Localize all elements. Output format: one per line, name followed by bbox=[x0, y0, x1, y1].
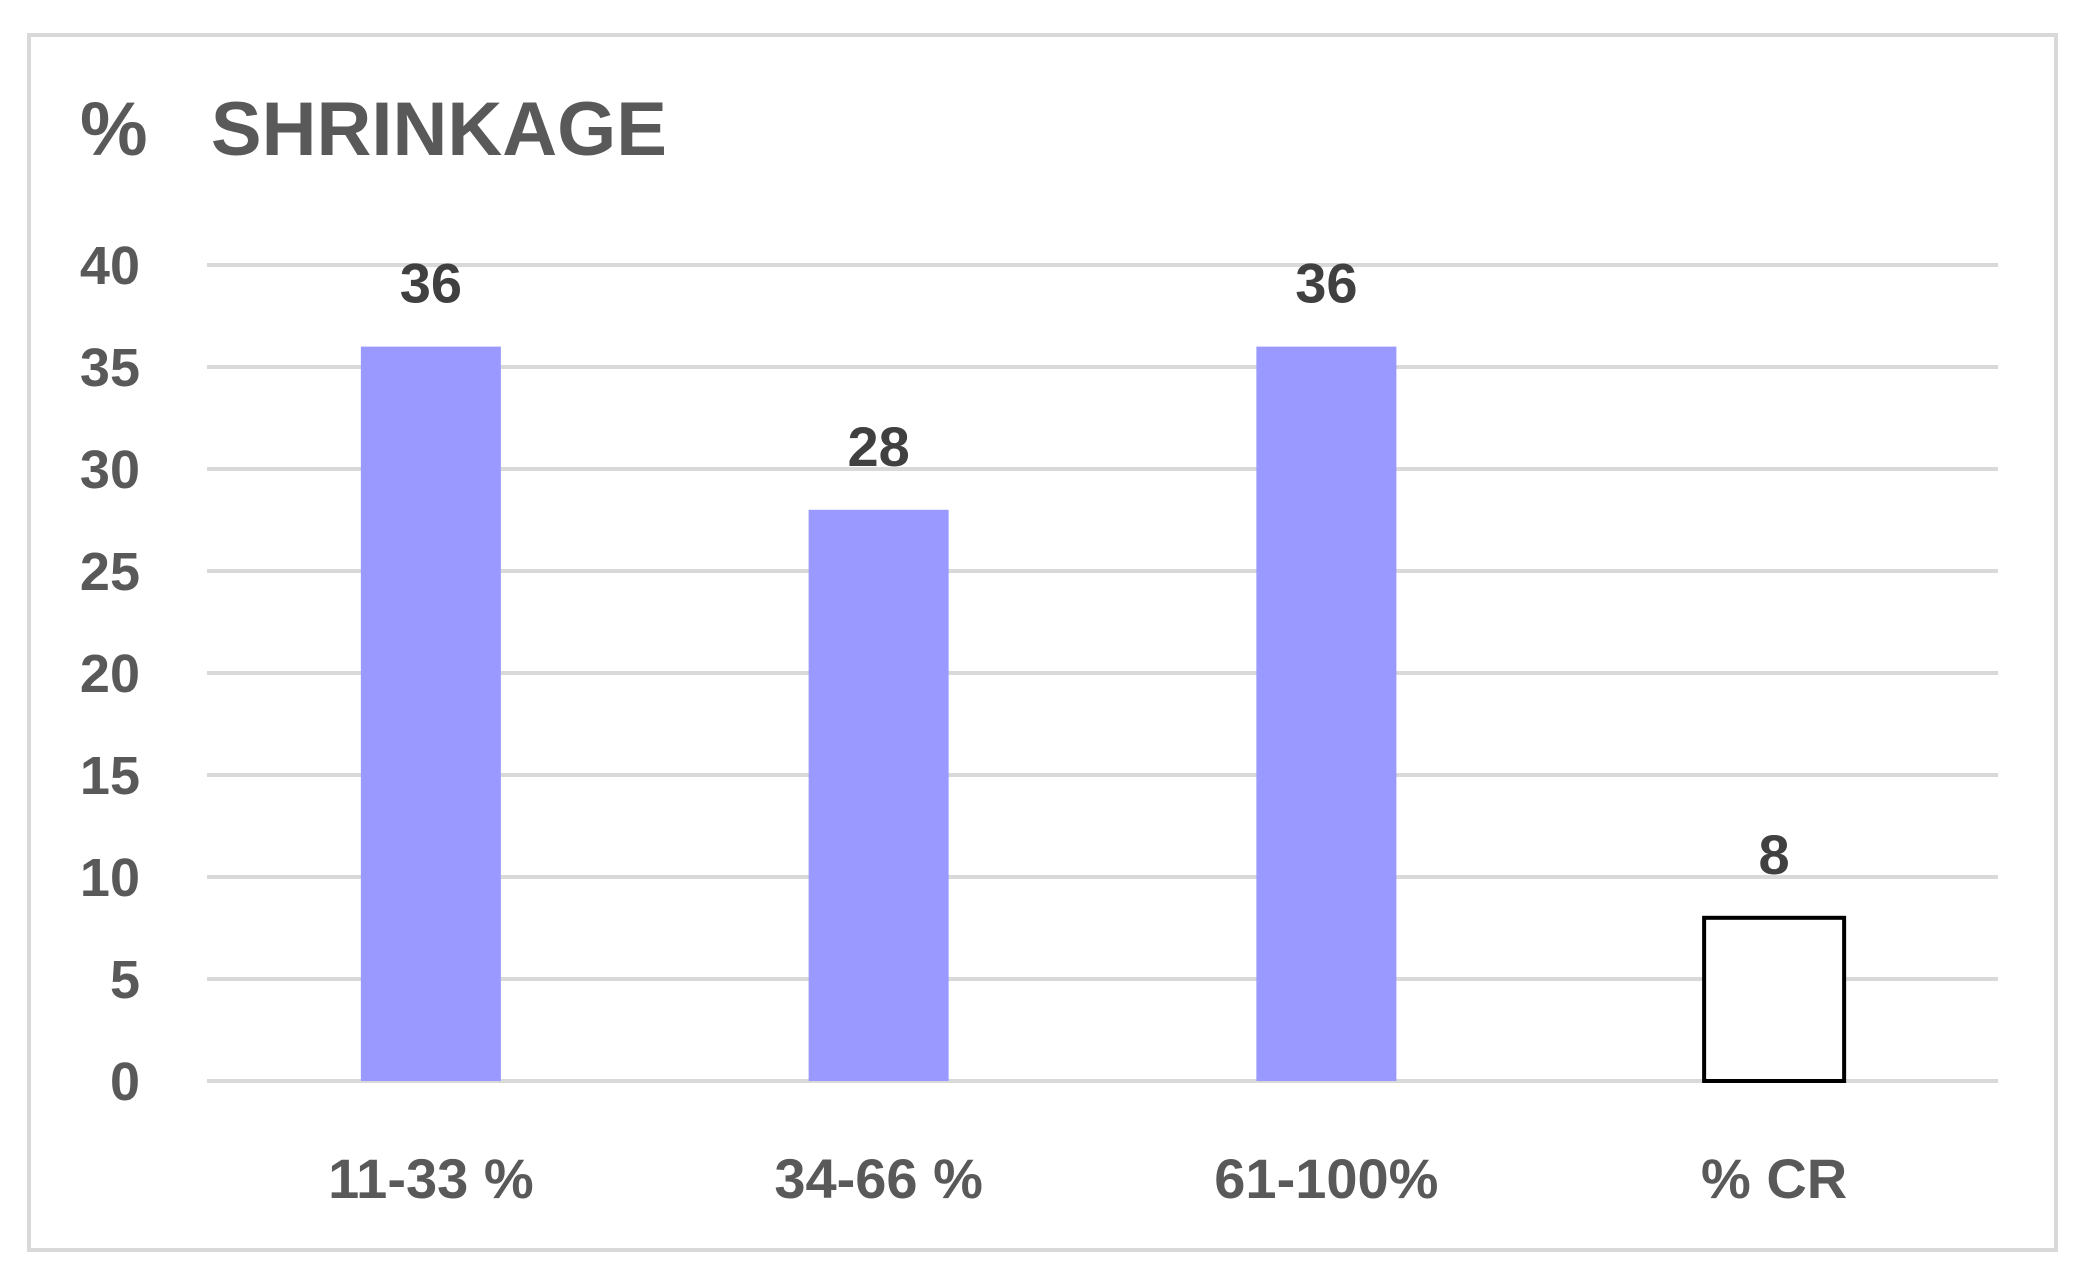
data-label: 36 bbox=[1295, 252, 1357, 315]
x-category-label: 34-66 % bbox=[774, 1147, 983, 1210]
bar bbox=[1702, 915, 1847, 1083]
x-category-label: 11-33 % bbox=[328, 1147, 534, 1210]
y-axis-ticks: 0 5 10 15 20 25 30 35 40 bbox=[80, 236, 140, 1112]
y-tick-label: 25 bbox=[80, 542, 140, 602]
y-tick-label: 30 bbox=[80, 440, 140, 500]
y-tick-label: 40 bbox=[80, 236, 140, 296]
x-category-label: 61-100% bbox=[1214, 1147, 1438, 1210]
chart-title: % SHRINKAGE bbox=[80, 87, 667, 172]
gridlines bbox=[207, 263, 1998, 1083]
bar bbox=[360, 346, 501, 1082]
y-tick-label: 35 bbox=[80, 338, 140, 398]
y-tick-label: 20 bbox=[80, 644, 140, 704]
y-tick-label: 10 bbox=[80, 848, 140, 908]
x-axis-categories: 11-33 % 34-66 % 61-100% % CR bbox=[328, 1147, 1847, 1210]
bars bbox=[360, 346, 1847, 1083]
x-category-label: % CR bbox=[1701, 1147, 1847, 1210]
data-label: 28 bbox=[847, 415, 909, 478]
bar bbox=[1256, 346, 1397, 1082]
y-tick-label: 15 bbox=[80, 746, 140, 806]
data-labels: 36 28 36 8 bbox=[400, 252, 1790, 886]
y-tick-label: 0 bbox=[110, 1052, 140, 1112]
data-label: 8 bbox=[1759, 823, 1790, 886]
data-label: 36 bbox=[400, 252, 462, 315]
bar bbox=[808, 509, 949, 1081]
y-tick-label: 5 bbox=[110, 950, 140, 1010]
